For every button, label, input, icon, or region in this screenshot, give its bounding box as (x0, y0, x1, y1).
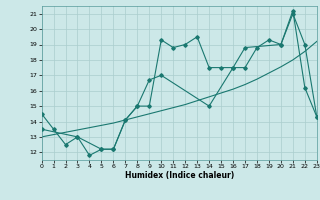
X-axis label: Humidex (Indice chaleur): Humidex (Indice chaleur) (124, 171, 234, 180)
